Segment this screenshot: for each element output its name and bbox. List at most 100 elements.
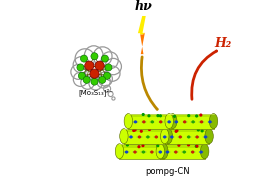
Circle shape: [99, 76, 106, 83]
Circle shape: [171, 136, 173, 138]
Circle shape: [205, 136, 207, 138]
Circle shape: [130, 136, 132, 138]
Ellipse shape: [205, 129, 213, 144]
Circle shape: [155, 136, 157, 138]
Bar: [128, 114, 173, 117]
Ellipse shape: [164, 129, 173, 144]
Circle shape: [157, 115, 159, 117]
Circle shape: [168, 121, 170, 123]
Circle shape: [105, 66, 120, 81]
Ellipse shape: [168, 114, 177, 129]
Circle shape: [151, 151, 153, 153]
Circle shape: [73, 72, 88, 86]
Ellipse shape: [120, 129, 128, 144]
Circle shape: [201, 121, 202, 123]
Circle shape: [164, 136, 166, 138]
Ellipse shape: [165, 114, 173, 129]
Circle shape: [77, 64, 84, 71]
Circle shape: [188, 136, 190, 138]
Circle shape: [196, 145, 198, 147]
Text: H₂: H₂: [215, 37, 232, 50]
Circle shape: [200, 114, 202, 116]
Circle shape: [103, 85, 111, 92]
Circle shape: [105, 64, 112, 71]
Circle shape: [160, 121, 162, 123]
Circle shape: [147, 136, 149, 138]
Circle shape: [179, 136, 181, 138]
Circle shape: [91, 53, 98, 60]
Circle shape: [90, 69, 99, 78]
Circle shape: [178, 144, 180, 146]
Circle shape: [73, 57, 90, 73]
Circle shape: [133, 130, 135, 131]
Circle shape: [112, 97, 115, 100]
Circle shape: [85, 46, 103, 64]
Bar: [169, 114, 214, 129]
Circle shape: [75, 49, 95, 68]
Circle shape: [97, 74, 110, 88]
Bar: [120, 144, 164, 148]
Bar: [124, 129, 168, 132]
Circle shape: [184, 121, 186, 123]
Circle shape: [149, 129, 150, 130]
Circle shape: [143, 151, 144, 153]
Circle shape: [126, 144, 128, 146]
Circle shape: [142, 145, 144, 146]
Bar: [120, 144, 164, 159]
Circle shape: [175, 151, 177, 153]
Bar: [160, 144, 205, 148]
Circle shape: [134, 129, 136, 131]
Bar: [165, 129, 209, 144]
Bar: [165, 129, 209, 132]
Circle shape: [157, 145, 159, 147]
Circle shape: [200, 151, 202, 153]
Circle shape: [101, 52, 118, 69]
Circle shape: [101, 55, 108, 62]
Circle shape: [195, 145, 197, 147]
Circle shape: [192, 151, 193, 153]
FancyArrowPatch shape: [192, 51, 217, 99]
Bar: [128, 114, 173, 129]
FancyArrowPatch shape: [142, 57, 157, 109]
Circle shape: [134, 151, 136, 153]
Circle shape: [83, 76, 90, 83]
Circle shape: [188, 144, 189, 146]
Circle shape: [174, 115, 175, 117]
Circle shape: [126, 151, 128, 153]
Circle shape: [196, 115, 198, 117]
Text: [Mo₃S₁₃]²⁻: [Mo₃S₁₃]²⁻: [78, 89, 113, 97]
Circle shape: [148, 115, 150, 117]
Polygon shape: [138, 16, 146, 35]
Circle shape: [183, 151, 185, 153]
Circle shape: [176, 130, 178, 132]
Circle shape: [175, 121, 177, 123]
Ellipse shape: [124, 114, 133, 129]
Circle shape: [71, 64, 86, 79]
Circle shape: [138, 146, 140, 148]
Circle shape: [152, 121, 153, 123]
Ellipse shape: [160, 129, 169, 144]
Circle shape: [209, 121, 211, 123]
Circle shape: [93, 47, 112, 66]
Circle shape: [98, 72, 112, 86]
Circle shape: [108, 92, 113, 97]
Circle shape: [201, 130, 203, 132]
Circle shape: [78, 72, 85, 79]
Ellipse shape: [156, 144, 165, 159]
Circle shape: [103, 72, 111, 79]
Circle shape: [142, 114, 144, 115]
Circle shape: [89, 77, 102, 90]
Circle shape: [105, 58, 121, 75]
Circle shape: [91, 78, 98, 85]
Bar: [124, 129, 168, 144]
Circle shape: [160, 115, 161, 117]
Circle shape: [135, 121, 136, 123]
Circle shape: [175, 130, 177, 132]
Circle shape: [159, 151, 161, 153]
Circle shape: [140, 130, 142, 132]
Ellipse shape: [209, 114, 218, 129]
Circle shape: [81, 76, 94, 89]
Ellipse shape: [115, 144, 124, 159]
Circle shape: [197, 129, 199, 131]
Circle shape: [192, 121, 194, 123]
